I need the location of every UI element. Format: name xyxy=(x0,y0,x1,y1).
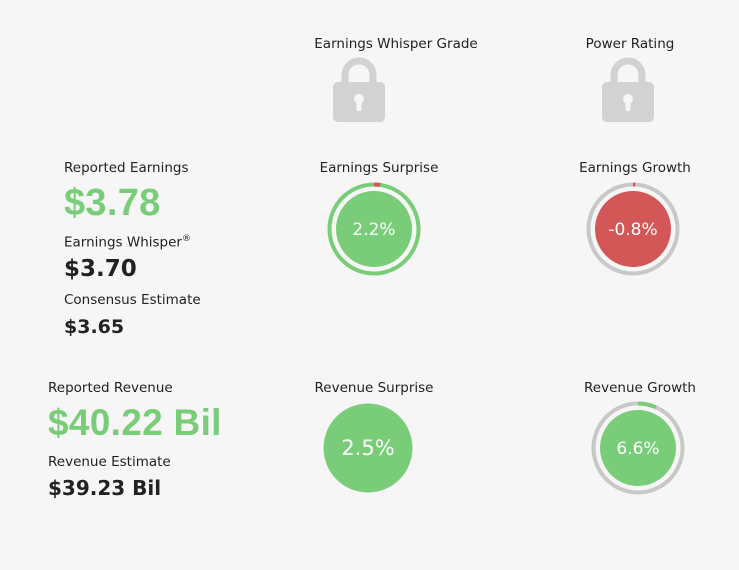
consensus-estimate-label: Consensus Estimate xyxy=(64,292,201,308)
lock-icon xyxy=(333,57,385,122)
earnings-whisper-label: Earnings Whisper® xyxy=(64,234,191,251)
revenue-estimate-value: $39.23 Bil xyxy=(48,476,162,500)
revenue-surprise-value: 2.5% xyxy=(341,436,394,460)
earnings-surprise-value: 2.2% xyxy=(352,220,395,240)
revenue-surprise-gauge: 2.5% xyxy=(323,403,413,493)
revenue-surprise-label: Revenue Surprise xyxy=(314,380,434,396)
power-rating-label: Power Rating xyxy=(585,36,675,52)
revenue-growth-value: 6.6% xyxy=(616,439,659,459)
registered-mark: ® xyxy=(182,234,191,244)
gauge-disc xyxy=(595,191,671,267)
earnings-growth-label: Earnings Growth xyxy=(579,160,691,176)
lock-icon xyxy=(602,57,654,122)
earnings-surprise-gauge: 2.2% xyxy=(327,182,421,276)
reported-revenue-value: $40.22 Bil xyxy=(48,402,222,443)
gauge-disc xyxy=(323,403,413,493)
reported-earnings-label: Reported Earnings xyxy=(64,160,189,176)
gauge-disc xyxy=(600,410,676,486)
earnings-growth-value: -0.8% xyxy=(608,220,657,240)
gauge-disc xyxy=(336,191,412,267)
earnings-whisper-grade-label: Earnings Whisper Grade xyxy=(314,36,478,52)
earnings-whisper-value: $3.70 xyxy=(64,256,137,282)
reported-revenue-label: Reported Revenue xyxy=(48,380,173,396)
revenue-growth-gauge: 6.6% xyxy=(591,401,685,495)
revenue-estimate-label: Revenue Estimate xyxy=(48,454,171,470)
earnings-surprise-label: Earnings Surprise xyxy=(319,160,439,176)
consensus-estimate-value: $3.65 xyxy=(64,316,125,338)
reported-earnings-value: $3.78 xyxy=(64,182,161,224)
revenue-growth-label: Revenue Growth xyxy=(584,380,696,396)
earnings-growth-gauge: -0.8% xyxy=(586,182,680,276)
gauge-arc xyxy=(637,401,657,410)
